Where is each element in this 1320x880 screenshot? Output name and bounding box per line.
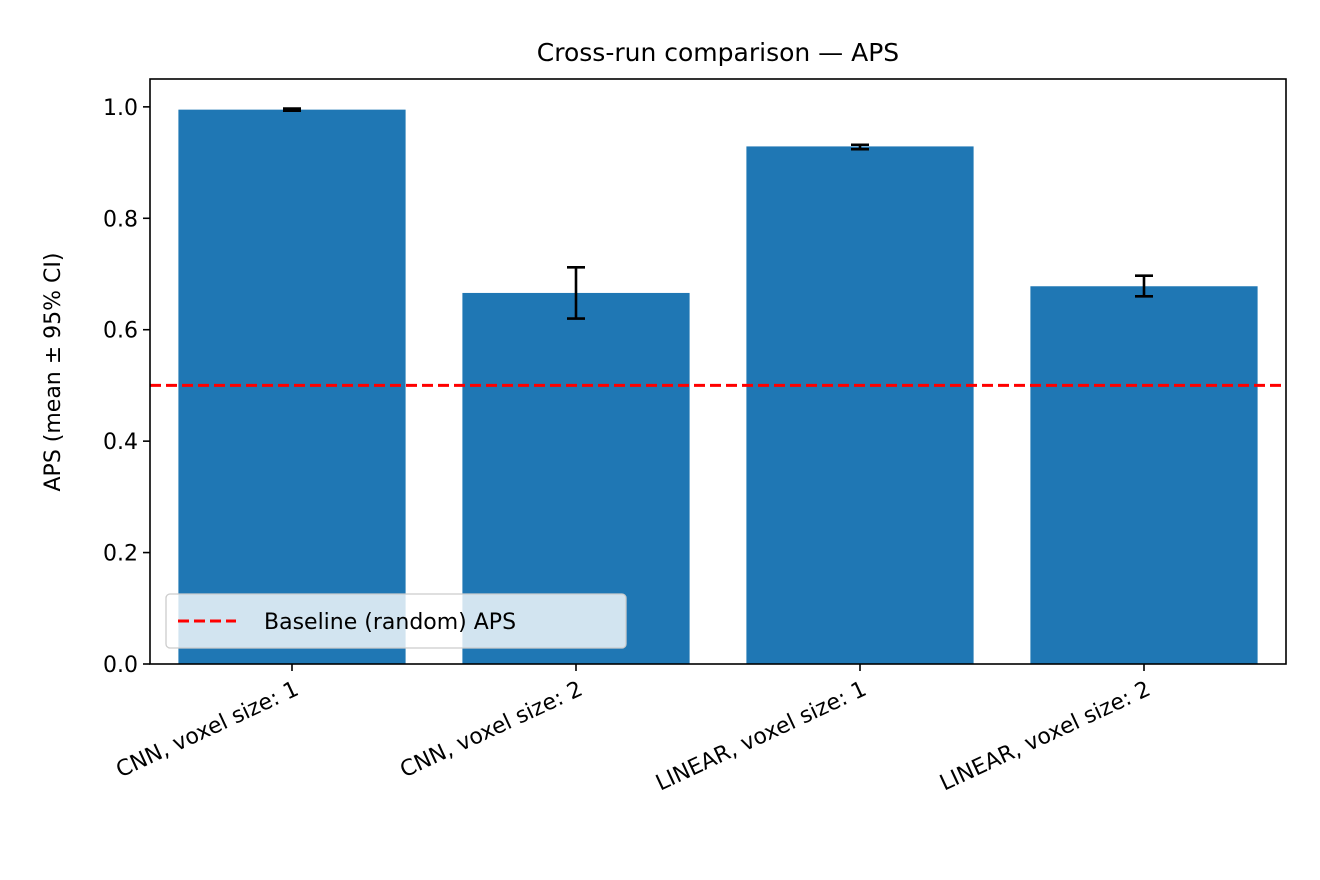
- x-tick-label-1: CNN, voxel size: 1: [112, 677, 302, 783]
- legend-label-baseline: Baseline (random) APS: [264, 610, 516, 635]
- x-tick-label-3: LINEAR, voxel size: 1: [652, 677, 870, 797]
- y-axis: 0.0 0.2 0.4 0.6 0.8 1.0: [103, 96, 150, 678]
- bar-4: [1030, 286, 1258, 664]
- chart-title: Cross-run comparison — APS: [537, 38, 899, 67]
- legend-box: [165, 593, 627, 649]
- plot-frame: [149, 78, 1287, 665]
- y-tick-label-5: 0.8: [103, 207, 138, 232]
- bars: [178, 109, 1258, 664]
- x-tick-label-4: LINEAR, voxel size: 2: [936, 677, 1154, 797]
- x-axis: CNN, voxel size: 1 CNN, voxel size: 2 LINE…: [112, 664, 1155, 797]
- legend: Baseline (random) APS: [165, 593, 627, 649]
- y-axis-label: APS (mean ± 95% CI): [41, 253, 66, 492]
- bar-3: [746, 146, 974, 664]
- y-tick-label-2: 0.2: [103, 542, 138, 567]
- bar-1: [178, 109, 406, 664]
- y-tick-label-1: 0.0: [103, 653, 138, 678]
- y-tick-label-6: 1.0: [103, 96, 138, 121]
- x-tick-label-2: CNN, voxel size: 2: [396, 677, 586, 783]
- error-bars: [283, 107, 1153, 320]
- y-tick-label-4: 0.6: [103, 319, 138, 344]
- y-tick-label-3: 0.4: [103, 430, 138, 455]
- plot-area: [149, 78, 1287, 665]
